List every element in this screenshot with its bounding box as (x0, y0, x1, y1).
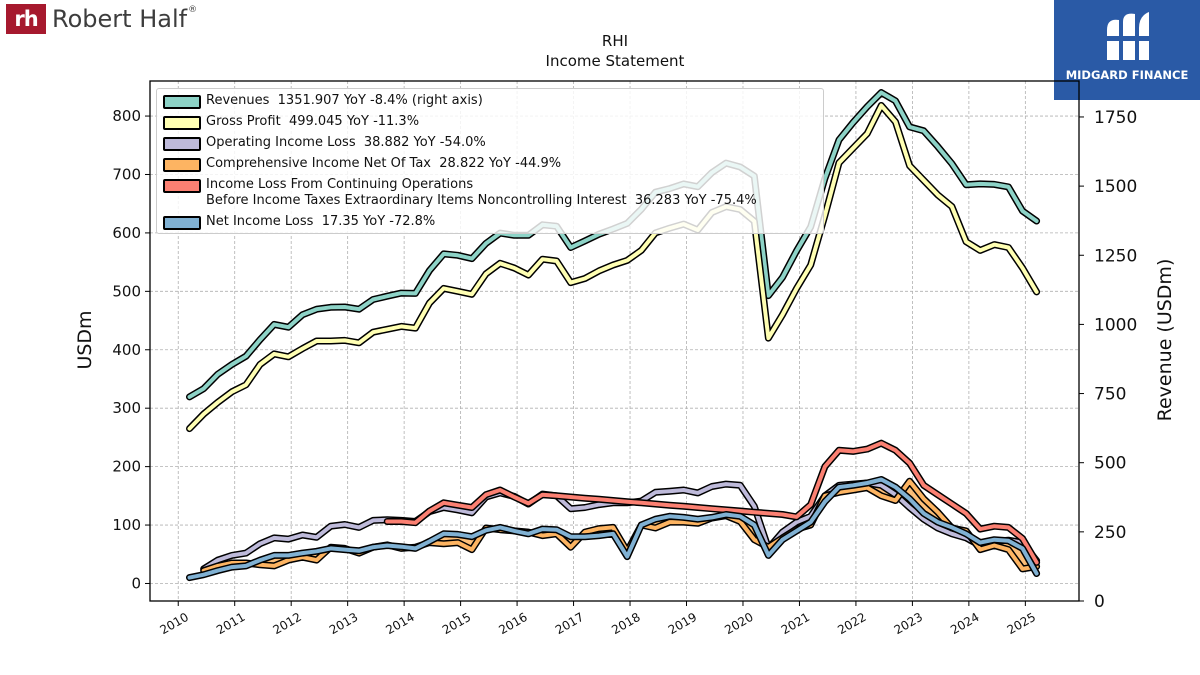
legend-swatch (163, 95, 201, 109)
legend-swatch (163, 116, 201, 130)
x-tick-label: 2018 (609, 610, 642, 637)
y-tick-label: 700 (112, 165, 141, 183)
y-axis-label: USDm (74, 310, 96, 369)
x-tick-label: 2014 (383, 610, 416, 637)
series-line-2 (187, 103, 1039, 431)
x-tick-label: 2011 (214, 610, 247, 637)
x-tick-label: 2019 (666, 610, 699, 637)
y-tick-label: 500 (112, 282, 141, 300)
legend-item: Gross Profit 499.045 YoY -11.3% (163, 114, 419, 130)
legend-swatch (163, 158, 201, 172)
midgard-finance-watermark: MIDGARD FINANCE (1054, 0, 1200, 100)
y2-tick-label: 1500 (1094, 177, 1137, 197)
midgard-finance-name: MIDGARD FINANCE (1065, 68, 1189, 82)
series-line-5 (385, 441, 1039, 565)
chart-subtitle: Income Statement (545, 52, 685, 70)
y2-tick-label: 500 (1094, 454, 1126, 474)
y-tick-label: 300 (112, 399, 141, 417)
y2-axis-label: Revenue (USDm) (1154, 259, 1176, 422)
y-tick-label: 0 (131, 574, 141, 592)
series-lines (186, 89, 1041, 582)
legend-item: Revenues 1351.907 YoY -8.4% (right axis) (163, 93, 483, 109)
x-tick-label: 2010 (158, 610, 191, 637)
legend-swatch (163, 216, 201, 230)
registered-mark: ® (188, 5, 198, 15)
y2-tick-label: 1000 (1094, 315, 1137, 335)
y-tick-label: 400 (112, 341, 141, 359)
legend-item: Operating Income Loss 38.882 YoY -54.0% (163, 135, 486, 151)
y2-tick-label: 1750 (1094, 108, 1137, 128)
x-tick-label: 2016 (496, 610, 529, 637)
chart-title: RHI (601, 32, 629, 50)
y2-tick-label: 750 (1094, 385, 1126, 405)
series-line-6 (187, 477, 1039, 580)
y-tick-label: 600 (112, 224, 141, 242)
legend-label: Operating Income Loss 38.882 YoY -54.0% (206, 135, 486, 150)
brand-name: Robert Half (52, 5, 188, 33)
legend-item: Comprehensive Income Net Of Tax 28.822 Y… (163, 156, 561, 172)
y-tick-label: 100 (112, 516, 141, 534)
midgard-logo-icon (1103, 12, 1153, 60)
y2-tick-label: 250 (1094, 523, 1126, 543)
robert-half-logo: rh Robert Half® (6, 4, 197, 34)
legend-swatch (163, 179, 201, 193)
x-tick-label: 2013 (327, 610, 360, 637)
y-tick-label: 200 (112, 458, 141, 476)
legend-label: Income Loss From Continuing Operations B… (206, 177, 757, 208)
legend-swatch (163, 137, 201, 151)
chart-legend: Revenues 1351.907 YoY -8.4% (right axis)… (156, 88, 824, 234)
x-tick-label: 2012 (270, 610, 303, 637)
x-tick-label: 2015 (440, 610, 473, 637)
x-tick-label: 2023 (892, 610, 925, 637)
legend-item: Income Loss From Continuing Operations B… (163, 177, 757, 208)
legend-label: Comprehensive Income Net Of Tax 28.822 Y… (206, 156, 562, 171)
y2-tick-label: 1250 (1094, 246, 1137, 266)
x-tick-label: 2020 (722, 610, 755, 637)
y2-tick-label: 0 (1094, 592, 1105, 612)
x-tick-label: 2022 (835, 610, 868, 637)
y-tick-label: 800 (112, 107, 141, 125)
x-tick-label: 2025 (1005, 610, 1038, 637)
legend-label: Net Income Loss 17.35 YoY -72.8% (206, 214, 436, 229)
plot-frame (149, 80, 1080, 602)
legend-label: Revenues 1351.907 YoY -8.4% (right axis) (206, 93, 483, 108)
x-tick-label: 2021 (779, 610, 812, 637)
legend-item: Net Income Loss 17.35 YoY -72.8% (163, 214, 435, 230)
x-tick-label: 2017 (553, 610, 586, 637)
legend-label: Gross Profit 499.045 YoY -11.3% (206, 114, 420, 129)
x-tick-label: 2024 (948, 610, 981, 637)
rh-logo-mark: rh (6, 4, 46, 34)
